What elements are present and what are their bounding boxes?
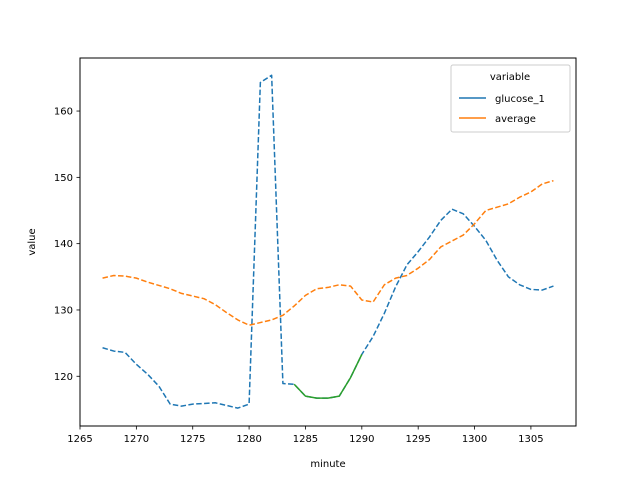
legend-label-glucose-1: glucose_1 xyxy=(495,94,545,105)
y-tick-label: 160 xyxy=(54,107,73,118)
plot-frame xyxy=(79,57,577,427)
x-tick-label: 1275 xyxy=(180,434,205,445)
x-tick-label: 1270 xyxy=(124,434,149,445)
series-line-2 xyxy=(293,354,363,399)
legend: variable glucose_1 average xyxy=(450,64,571,133)
x-tick-label: 1285 xyxy=(293,434,318,445)
x-tick-label: 1290 xyxy=(349,434,374,445)
x-axis-ticks: 1265 1270 1275 1280 1285 1290 1295 1300 1305 xyxy=(67,426,544,445)
y-tick-label: 140 xyxy=(54,239,73,250)
x-tick-label: 1305 xyxy=(518,434,543,445)
x-axis-label: minute xyxy=(310,459,345,470)
x-tick-label: 1300 xyxy=(462,434,487,445)
series-line-0 xyxy=(102,74,554,409)
y-axis-ticks: 120 130 140 150 160 xyxy=(54,107,80,383)
y-tick-label: 120 xyxy=(54,372,73,383)
x-tick-label: 1295 xyxy=(405,434,430,445)
y-axis-label: value xyxy=(27,228,38,255)
legend-title: variable xyxy=(490,72,530,83)
y-tick-label: 130 xyxy=(54,305,73,316)
y-tick-label: 150 xyxy=(54,173,73,184)
legend-label-average: average xyxy=(495,114,536,125)
series-line-1 xyxy=(102,179,554,326)
x-tick-label: 1265 xyxy=(67,434,92,445)
legend-box xyxy=(450,64,571,133)
x-tick-label: 1280 xyxy=(236,434,261,445)
plot-lines xyxy=(102,74,554,409)
